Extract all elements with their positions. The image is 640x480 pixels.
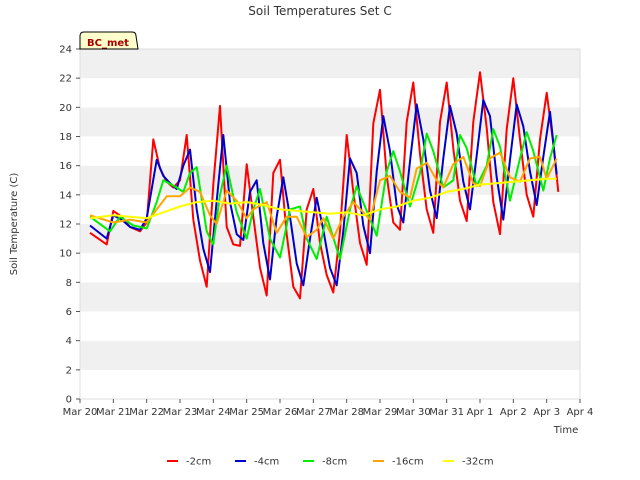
y-tick-label: 0 (66, 395, 72, 406)
y-tick-label: 10 (59, 249, 72, 260)
series-line-8cm (89, 128, 558, 260)
y-tick-label: 20 (59, 103, 72, 114)
grid-band (80, 49, 580, 79)
legend-item: -32cm (443, 457, 494, 468)
x-tick-label: Mar 29 (363, 407, 398, 418)
y-tick-label: 4 (66, 336, 72, 347)
x-tick-label: Mar 31 (429, 407, 464, 418)
y-tick-label: 8 (66, 278, 72, 289)
x-tick-label: Mar 21 (96, 407, 131, 418)
legend-label: -8cm (322, 457, 347, 468)
y-tick-label: 16 (59, 161, 72, 172)
grid-band (80, 78, 580, 108)
x-tick-label: Mar 22 (129, 407, 164, 418)
station-badge-label: BC_met (87, 38, 129, 49)
legend-item: -8cm (303, 457, 347, 468)
series-line-16cm (89, 151, 558, 240)
legend-label: -16cm (392, 457, 424, 468)
series-line-4cm (89, 99, 558, 287)
y-tick-label: 14 (59, 190, 72, 201)
x-axis-title: Time (553, 425, 578, 436)
station-badge-shape (79, 31, 139, 50)
y-tick-label: 12 (59, 220, 72, 231)
grid-band (80, 282, 580, 312)
x-tick-label: Mar 25 (229, 407, 264, 418)
x-tick-label: Apr 2 (500, 407, 527, 418)
grid-band (80, 107, 580, 137)
x-tick-label: Mar 27 (296, 407, 331, 418)
grid-band (80, 369, 580, 399)
station-badge: BC_met (79, 31, 139, 50)
x-tick-label: Mar 30 (396, 407, 431, 418)
legend-item: -16cm (373, 457, 424, 468)
grid-band (80, 311, 580, 341)
y-tick-label: 24 (59, 45, 72, 56)
legend-label: -4cm (254, 457, 279, 468)
legend-item: -2cm (167, 457, 211, 468)
y-tick-label: 22 (59, 74, 72, 85)
legend-label: -32cm (462, 457, 494, 468)
x-tick-label: Apr 1 (467, 407, 494, 418)
x-tick-label: Apr 3 (533, 407, 560, 418)
x-tick-label: Mar 23 (163, 407, 198, 418)
series-line-32cm (89, 177, 557, 220)
grid-band (80, 136, 580, 166)
series-layer (89, 71, 560, 300)
series-line-2cm (89, 71, 560, 300)
grid-band (80, 340, 580, 370)
x-tick-label: Mar 20 (63, 407, 98, 418)
legend: -2cm -4cm -8cm -16cm -32cm (167, 457, 494, 468)
x-tick-label: Mar 28 (329, 407, 364, 418)
legend-item: -4cm (235, 457, 279, 468)
y-tick-label: 18 (59, 132, 72, 143)
legend-label: -2cm (186, 457, 211, 468)
x-tick-label: Mar 24 (196, 407, 231, 418)
y-axis-title: Soil Temperature (C) (9, 173, 20, 276)
y-tick-label: 2 (66, 365, 72, 376)
x-tick-label: Apr 4 (567, 407, 594, 418)
chart-title: Soil Temperatures Set C (248, 4, 391, 18)
x-tick-label: Mar 26 (263, 407, 298, 418)
y-tick-label: 6 (66, 307, 72, 318)
